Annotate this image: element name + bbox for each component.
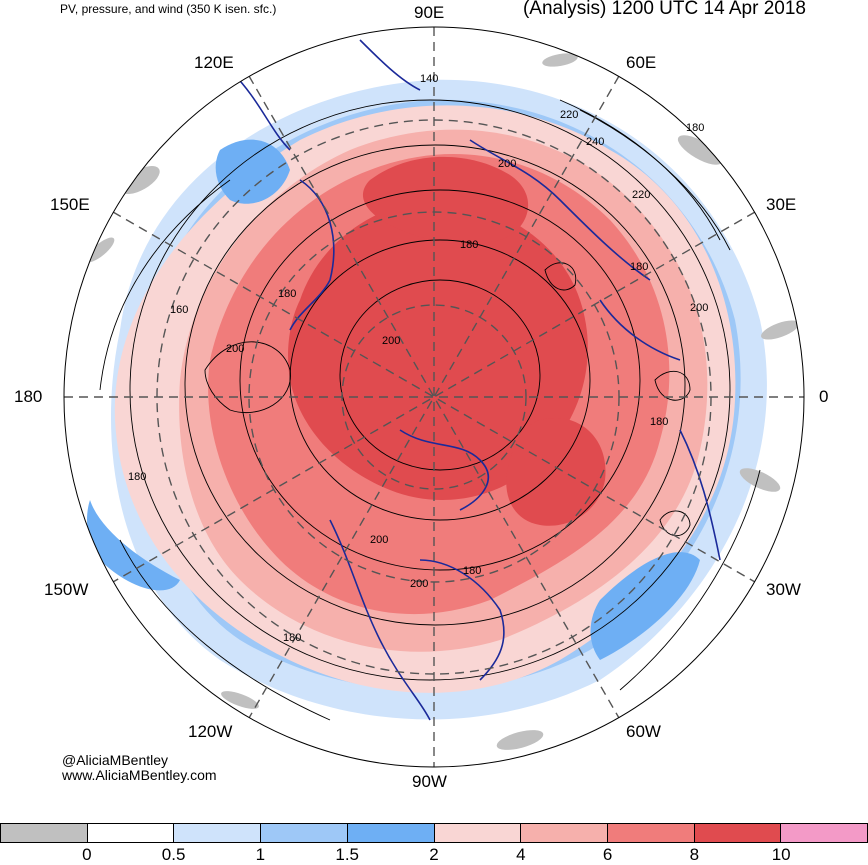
- contour-label: 200: [382, 335, 400, 347]
- contour-label: 200: [690, 302, 708, 314]
- contour-label: 220: [560, 109, 578, 121]
- contour-label: 200: [226, 343, 244, 355]
- lon-label-90w: 90W: [412, 772, 447, 791]
- credit-handle: @AliciaMBentley: [62, 752, 169, 768]
- contour-label: 240: [586, 136, 604, 148]
- polar-map: 140 220 180 240 200 220 180 200 180 160 200 200 180 2…: [63, 26, 805, 768]
- lon-label-150w: 150W: [44, 580, 89, 599]
- colorbar-segment: [173, 823, 261, 843]
- colorbar-segment: [520, 823, 607, 843]
- pv-grey-patches: [85, 53, 799, 750]
- pv-region-high-2: [362, 156, 529, 245]
- pv-region-high-3: [506, 418, 606, 526]
- contour-label: 180: [128, 471, 146, 483]
- credit-website[interactable]: www.AliciaMBentley.com: [62, 767, 217, 783]
- contour-label: 140: [420, 73, 438, 85]
- colorbar-tick-label: 0: [82, 845, 92, 864]
- contour-label: 220: [632, 189, 650, 201]
- colorbar-tick-label: 1.5: [335, 845, 360, 864]
- map-title: (Analysis) 1200 UTC 14 Apr 2018: [522, 0, 806, 19]
- contour-label: 180: [283, 632, 301, 644]
- contour-label: 180: [278, 288, 296, 300]
- lon-label-60w: 60W: [626, 722, 661, 741]
- lon-label-150e: 150E: [50, 195, 90, 214]
- colorbar-tick-label: 1: [255, 845, 266, 864]
- map-fields: [64, 27, 804, 767]
- colorbar-tick-label: 10: [771, 845, 791, 864]
- contour-label: 160: [170, 304, 188, 316]
- pv-blue-streak-1: [590, 552, 700, 660]
- lon-label-180: 180: [14, 387, 43, 406]
- contour-label: 200: [410, 578, 428, 590]
- colorbar-segment: [86, 823, 174, 843]
- colorbar-segment: [0, 823, 87, 843]
- lon-label-120e: 120E: [194, 53, 234, 72]
- contour-label: 180: [650, 416, 668, 428]
- lon-label-60e: 60E: [626, 53, 657, 72]
- contour-label: 200: [498, 158, 516, 170]
- lon-label-30e: 30E: [766, 195, 797, 214]
- contour-labels: 140 220 180 240 200 220 180 200 180 160 200 200 180 2…: [128, 73, 708, 644]
- map-border: [63, 26, 805, 768]
- coastlines: [229, 39, 721, 721]
- colorbar: [0, 823, 868, 843]
- lon-label-0: 0: [819, 387, 829, 406]
- contour-label: 180: [463, 565, 481, 577]
- map-subtitle: PV, pressure, and wind (350 K isen. sfc.…: [60, 2, 277, 16]
- colorbar-tick-label: 2: [429, 845, 439, 864]
- pv-blue-streak-2: [87, 500, 180, 591]
- colorbar-segment: [606, 823, 694, 843]
- contour-label: 200: [370, 534, 388, 546]
- pv-blue-streak-3: [215, 139, 290, 204]
- colorbar-tick-label: 4: [516, 845, 526, 864]
- colorbar-tick-label: 6: [602, 845, 613, 864]
- colorbar-segment: [346, 823, 434, 843]
- contour-label: 180: [630, 261, 648, 273]
- graticule: [64, 27, 804, 767]
- colorbar-segment: [260, 823, 347, 843]
- lon-label-30w: 30W: [766, 580, 801, 599]
- lon-label-90e: 90E: [414, 3, 445, 22]
- colorbar-tick-label: 8: [689, 845, 700, 864]
- contour-label: 180: [460, 239, 478, 251]
- lon-label-120w: 120W: [188, 722, 233, 741]
- colorbar-segment: [433, 823, 521, 843]
- colorbar-tick-label: 0.5: [161, 845, 186, 864]
- colorbar-segment: [780, 823, 868, 843]
- colorbar-segment: [693, 823, 781, 843]
- contour-label: 180: [686, 122, 704, 134]
